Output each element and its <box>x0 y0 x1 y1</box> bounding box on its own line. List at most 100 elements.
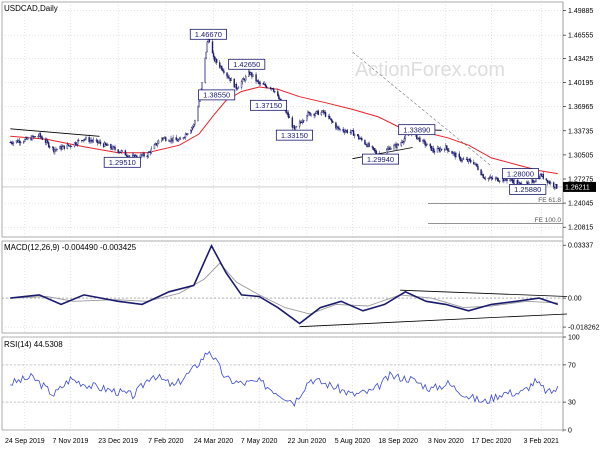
candle-body <box>534 181 536 183</box>
candle-body <box>426 143 428 146</box>
price-annotation-box <box>275 129 313 141</box>
candle-body <box>528 181 530 184</box>
candle-body <box>448 150 450 152</box>
candle-body <box>277 91 279 96</box>
candle-body <box>85 137 87 140</box>
candle-body <box>69 145 72 147</box>
candle-body <box>84 138 86 140</box>
candle-body <box>264 84 267 87</box>
candle-body <box>96 139 99 143</box>
candle-body <box>63 145 65 149</box>
price-title: USDCAD,Daily <box>4 4 58 13</box>
candle-body <box>447 148 449 152</box>
candle-body <box>287 112 289 117</box>
candle-body <box>147 152 149 157</box>
x-tick-label: 22 Jun 2020 <box>288 438 327 445</box>
candle-body <box>361 138 363 141</box>
candle-body <box>477 166 479 170</box>
price-annotation-box <box>501 168 539 179</box>
candle-body <box>373 148 375 151</box>
x-tick-label: 24 Sep 2019 <box>5 438 45 445</box>
candle-body <box>328 116 331 119</box>
candle-body <box>113 146 115 148</box>
candle-body <box>266 87 269 89</box>
candle-body <box>31 135 33 141</box>
candle-body <box>324 112 327 117</box>
candle-body <box>120 150 122 153</box>
candle-body <box>446 145 448 149</box>
candle-body <box>192 126 194 128</box>
price-y-tick-label: 1.46555 <box>568 33 593 40</box>
candle-body <box>308 111 310 113</box>
candle-body <box>175 137 177 141</box>
candle-body <box>177 139 179 142</box>
candle-body <box>491 177 494 180</box>
candle-body <box>49 146 51 148</box>
fe-level-label: FE 61.8 <box>538 197 561 204</box>
candle-body <box>342 128 344 132</box>
candle-body <box>228 77 230 79</box>
candle-body <box>10 142 13 144</box>
candle-body <box>278 95 280 100</box>
macd-y-tick-label: 0.03337 <box>568 243 593 250</box>
x-tick-label: 3 Feb 2021 <box>524 438 560 445</box>
candle-body <box>476 163 478 167</box>
macd-signal-line <box>10 262 558 315</box>
candle-body <box>423 139 425 142</box>
candle-body <box>402 141 405 143</box>
price-annotation-label: 1.46670 <box>195 30 222 39</box>
macd-y-tick-label: -0.018262 <box>568 325 600 332</box>
candle-body <box>451 151 453 154</box>
candle-body <box>150 148 153 154</box>
price-annotation-box <box>398 124 436 136</box>
fe-level-label: FE 100.0 <box>535 217 562 224</box>
candle-body <box>197 106 199 121</box>
candle-body <box>462 158 465 160</box>
candle-body <box>54 149 56 153</box>
candle-body <box>190 129 192 134</box>
candle-body <box>509 179 511 182</box>
watermark: ActionForex.com <box>355 59 505 81</box>
candle-body <box>349 131 352 133</box>
candle-body <box>240 81 243 88</box>
candle-body <box>67 144 70 147</box>
candle-body <box>482 174 484 178</box>
candle-body <box>99 141 102 144</box>
price-y-tick-label: 1.27275 <box>568 176 593 183</box>
candle-body <box>34 136 36 138</box>
candle-body <box>262 83 265 85</box>
candle-body <box>241 78 244 82</box>
candle-body <box>390 148 392 150</box>
candle-body <box>143 153 145 157</box>
candle-body <box>403 138 406 142</box>
candle-body <box>227 75 229 78</box>
x-tick-label: 7 May 2020 <box>241 438 278 445</box>
candle-body <box>201 82 203 91</box>
macd-pane <box>2 243 568 328</box>
candle-body <box>459 156 462 161</box>
candle-body <box>365 143 367 146</box>
rsi-y-tick-label: 30 <box>568 400 576 407</box>
candle-body <box>219 62 221 68</box>
candle-body <box>107 144 109 146</box>
candle-body <box>274 91 276 93</box>
candle-body <box>165 137 167 141</box>
candle-body <box>353 134 356 136</box>
candle-body <box>153 144 156 150</box>
candle-body <box>499 180 501 182</box>
axes: 24 Sep 2019 7 Nov 2019 23 Dec 2019 7 Feb 20… <box>5 8 600 445</box>
candle-body <box>404 135 407 139</box>
candle-body <box>226 72 228 77</box>
candle-body <box>468 159 471 161</box>
candle-body <box>424 141 426 146</box>
candle-body <box>70 146 73 148</box>
candle-body <box>37 136 39 138</box>
candle-body <box>368 143 370 147</box>
price-y-tick-label: 1.24045 <box>568 201 593 208</box>
candle-body <box>112 146 114 150</box>
candle-body <box>473 161 475 165</box>
candle-body <box>212 52 215 57</box>
candle-body <box>436 148 439 153</box>
candle-body <box>258 81 260 84</box>
